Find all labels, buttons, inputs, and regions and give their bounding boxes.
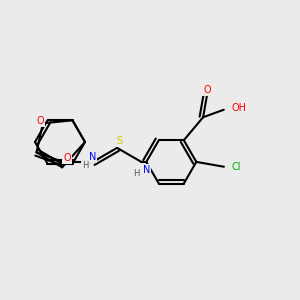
Text: S: S: [116, 136, 122, 146]
Text: O: O: [63, 153, 70, 163]
Text: O: O: [36, 116, 44, 126]
Text: Cl: Cl: [232, 162, 242, 172]
Text: O: O: [203, 85, 211, 94]
Text: H: H: [133, 169, 140, 178]
Text: N: N: [142, 165, 150, 175]
Text: N: N: [89, 152, 97, 162]
Text: OH: OH: [232, 103, 247, 113]
Text: H: H: [82, 161, 88, 170]
